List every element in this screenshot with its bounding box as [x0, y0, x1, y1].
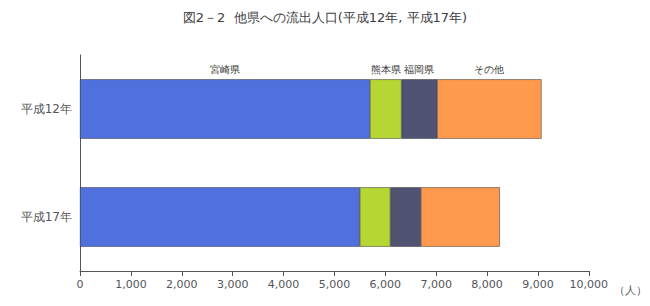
svg-text:福岡県: 福岡県: [404, 64, 434, 75]
svg-text:8,000: 8,000: [471, 278, 503, 291]
svg-text:4,000: 4,000: [268, 278, 300, 291]
svg-text:平成12年: 平成12年: [21, 102, 72, 116]
svg-text:宮崎県: 宮崎県: [210, 64, 240, 75]
svg-text:5,000: 5,000: [319, 278, 351, 291]
svg-text:その他: その他: [474, 64, 504, 75]
svg-text:2,000: 2,000: [166, 278, 198, 291]
svg-text:（人）: （人）: [614, 284, 647, 297]
svg-text:9,000: 9,000: [522, 278, 554, 291]
svg-text:7,000: 7,000: [420, 278, 452, 291]
svg-text:10,000: 10,000: [570, 278, 609, 291]
svg-text:0: 0: [77, 278, 84, 291]
svg-text:熊本県: 熊本県: [371, 64, 401, 75]
svg-text:6,000: 6,000: [370, 278, 402, 291]
svg-text:3,000: 3,000: [217, 278, 249, 291]
svg-text:平成17年: 平成17年: [21, 210, 72, 224]
svg-text:1,000: 1,000: [115, 278, 147, 291]
svg-text:図2－2 他県への流出人口(平成12年, 平成17年): 図2－2 他県への流出人口(平成12年, 平成17年): [183, 10, 467, 25]
